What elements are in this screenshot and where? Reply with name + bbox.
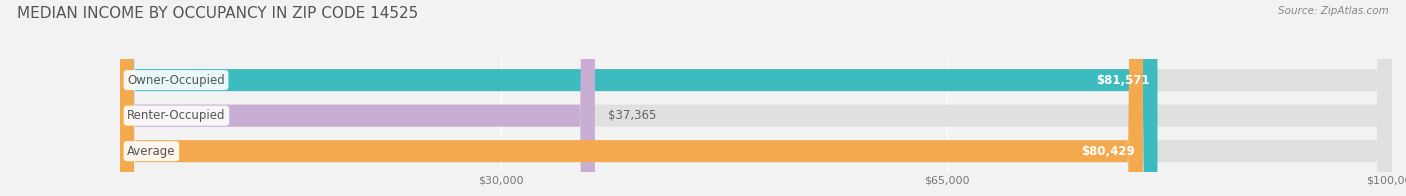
FancyBboxPatch shape: [120, 0, 1143, 196]
Text: MEDIAN INCOME BY OCCUPANCY IN ZIP CODE 14525: MEDIAN INCOME BY OCCUPANCY IN ZIP CODE 1…: [17, 6, 418, 21]
FancyBboxPatch shape: [120, 0, 1392, 196]
FancyBboxPatch shape: [120, 0, 1392, 196]
Text: Owner-Occupied: Owner-Occupied: [127, 74, 225, 87]
Text: $81,571: $81,571: [1097, 74, 1150, 87]
Text: Average: Average: [127, 145, 176, 158]
Text: Source: ZipAtlas.com: Source: ZipAtlas.com: [1278, 6, 1389, 16]
FancyBboxPatch shape: [120, 0, 595, 196]
FancyBboxPatch shape: [120, 0, 1157, 196]
Text: Renter-Occupied: Renter-Occupied: [127, 109, 225, 122]
Text: $37,365: $37,365: [607, 109, 657, 122]
FancyBboxPatch shape: [120, 0, 1392, 196]
Text: $80,429: $80,429: [1081, 145, 1135, 158]
